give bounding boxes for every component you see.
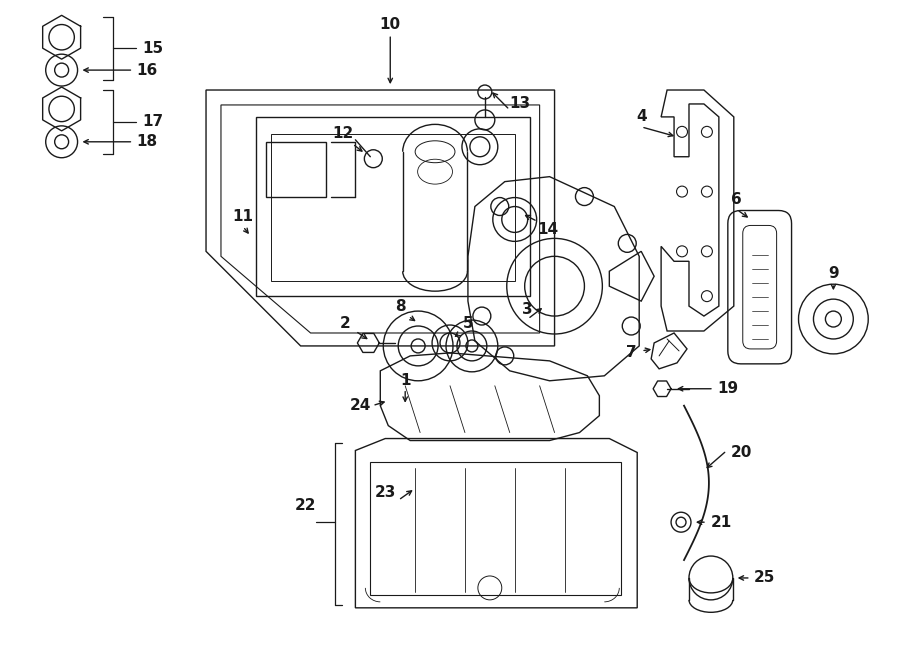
Text: 16: 16: [136, 63, 158, 77]
Text: 25: 25: [753, 570, 775, 586]
Text: 7: 7: [626, 346, 636, 360]
Text: 12: 12: [332, 126, 353, 141]
Text: 21: 21: [711, 515, 732, 529]
Text: 9: 9: [828, 266, 839, 281]
Text: 24: 24: [350, 398, 371, 413]
Text: 22: 22: [295, 498, 317, 513]
Text: 10: 10: [380, 17, 400, 32]
Text: 2: 2: [340, 315, 351, 330]
Text: 5: 5: [463, 315, 473, 330]
Text: 18: 18: [136, 134, 158, 149]
Text: 19: 19: [717, 381, 738, 396]
Text: 11: 11: [232, 209, 254, 224]
Text: 23: 23: [374, 485, 396, 500]
Text: 3: 3: [522, 301, 533, 317]
Text: 15: 15: [143, 41, 164, 56]
Text: 1: 1: [400, 373, 410, 388]
Text: 6: 6: [732, 192, 742, 207]
Text: 13: 13: [509, 97, 530, 112]
Text: 14: 14: [537, 222, 558, 237]
Text: 20: 20: [731, 445, 752, 460]
Text: 4: 4: [636, 110, 646, 124]
Text: 8: 8: [395, 299, 406, 313]
Text: 17: 17: [143, 114, 164, 130]
